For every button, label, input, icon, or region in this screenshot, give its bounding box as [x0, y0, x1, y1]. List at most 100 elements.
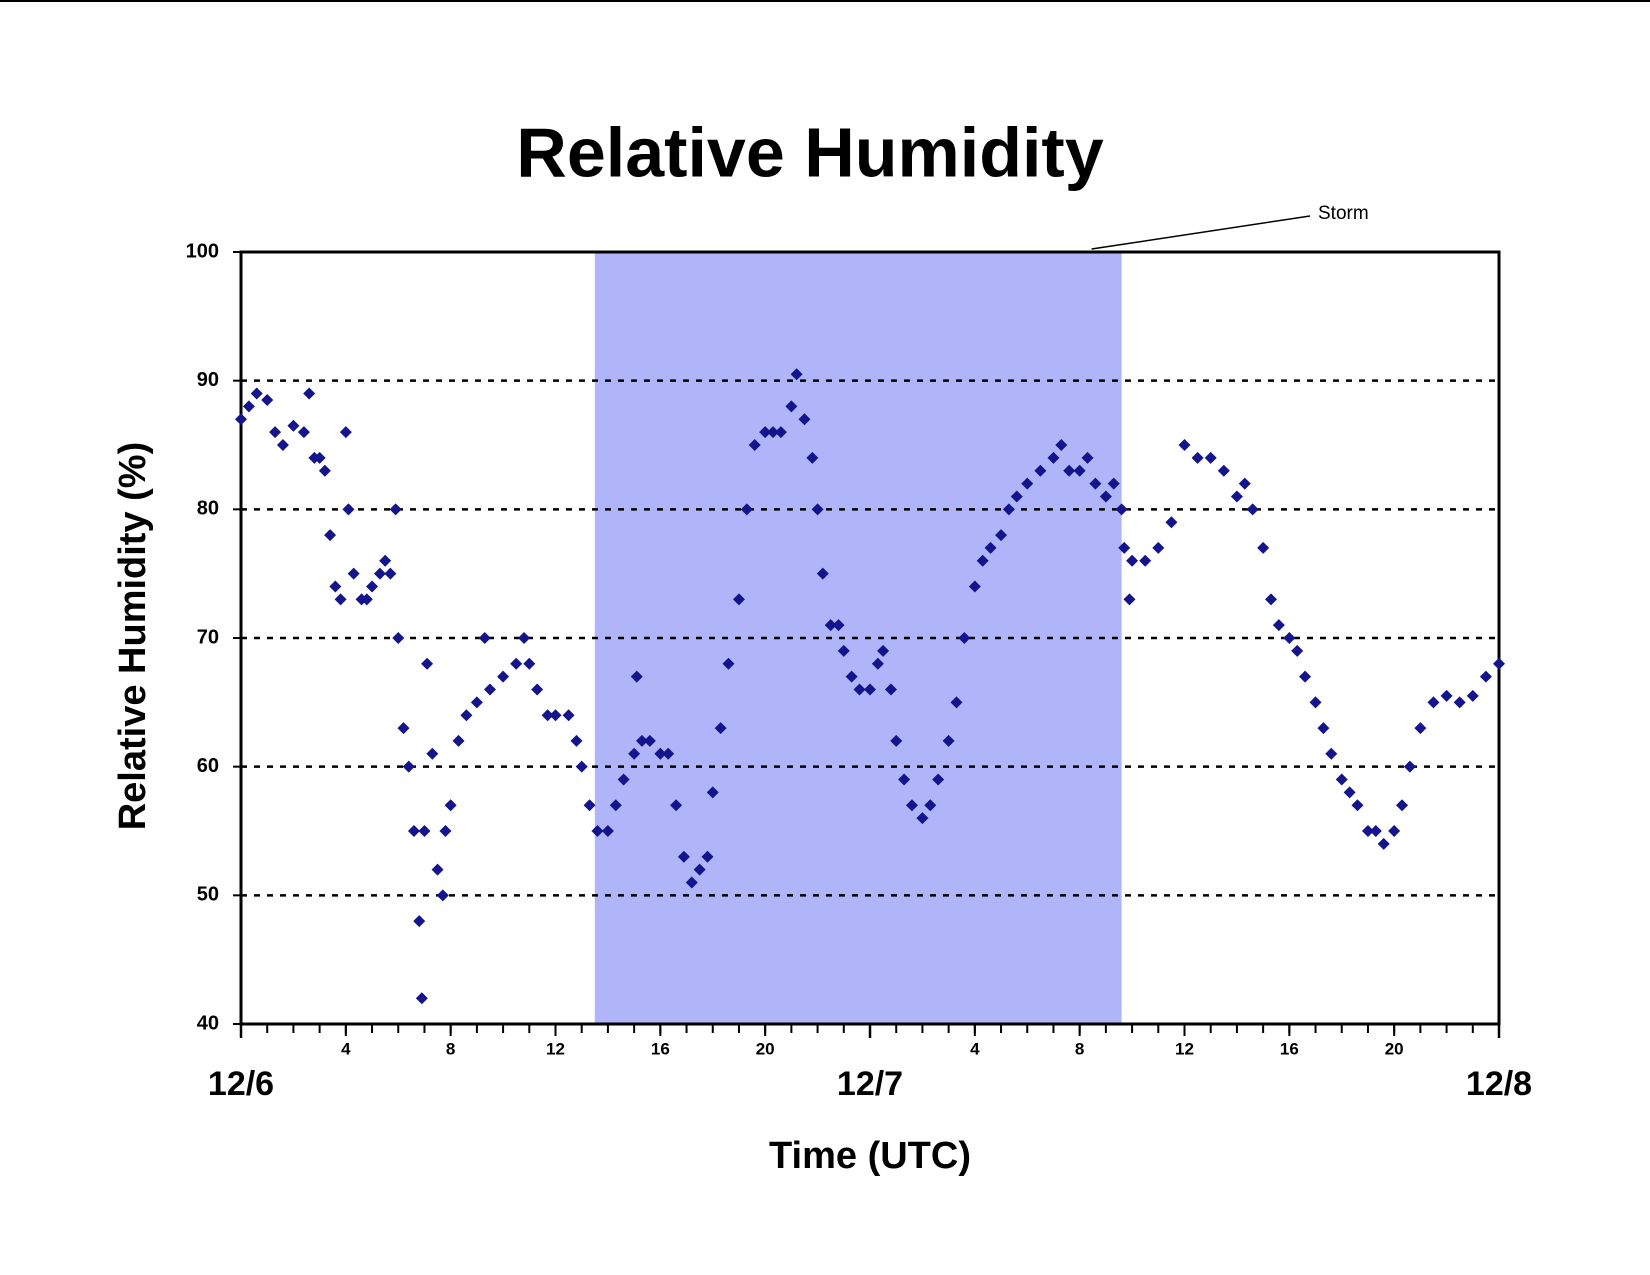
plot-frame [239, 250, 1501, 1026]
data-point [1139, 554, 1152, 567]
data-point [635, 734, 648, 747]
data-point [384, 567, 397, 580]
data-point [714, 722, 727, 735]
data-point [1440, 689, 1453, 702]
data-point [1377, 837, 1390, 850]
data-point [549, 709, 562, 722]
x-tick-label: 12 [546, 1039, 565, 1058]
y-tick-label: 70 [197, 626, 219, 648]
x-tick-label: 16 [1280, 1039, 1299, 1058]
data-point [1123, 593, 1136, 606]
data-point [261, 393, 274, 406]
data-point [1466, 689, 1479, 702]
data-point [329, 580, 342, 593]
data-point [402, 760, 415, 773]
data-point [740, 503, 753, 516]
data-point [1343, 786, 1356, 799]
data-point [864, 683, 876, 696]
data-point [845, 670, 858, 683]
data-point [1073, 464, 1086, 477]
data-point [643, 734, 656, 747]
data-point [1369, 825, 1382, 837]
data-point [510, 657, 523, 670]
data-point [269, 426, 282, 439]
data-point [824, 619, 837, 632]
data-point [628, 747, 641, 760]
data-point [497, 670, 510, 683]
data-point [575, 760, 588, 773]
data-point [950, 696, 963, 709]
data-point [1230, 490, 1243, 503]
data-point [470, 696, 483, 709]
data-point [1351, 799, 1364, 812]
data-point [630, 670, 643, 683]
data-point [871, 657, 884, 670]
data-point [1272, 619, 1285, 632]
data-point [1335, 773, 1348, 786]
data-point [1126, 554, 1139, 567]
data-point [242, 400, 255, 413]
data-point [1246, 503, 1259, 516]
data-point [924, 799, 937, 812]
data-point [732, 593, 745, 606]
data-point [287, 419, 300, 432]
data-point [397, 722, 410, 735]
y-tick-label: 80 [197, 498, 219, 520]
data-point [790, 368, 803, 381]
data-point [478, 632, 491, 644]
data-point [250, 387, 263, 400]
data-point [1089, 477, 1102, 490]
data-point [1309, 696, 1322, 709]
data-point [877, 644, 890, 657]
data-point [1107, 477, 1120, 490]
data-point [1396, 799, 1409, 812]
data-point [1291, 644, 1304, 657]
data-point [942, 734, 955, 747]
data-point [318, 464, 331, 477]
data-point [407, 825, 420, 837]
data-point [806, 451, 819, 464]
data-point [1034, 464, 1047, 477]
data-point [601, 825, 614, 837]
data-point [562, 709, 575, 722]
data-point [339, 426, 352, 439]
data-point [1118, 541, 1131, 554]
data-point [785, 400, 798, 413]
storm-region [594, 252, 1122, 1024]
data-point [1325, 747, 1338, 760]
data-point [1099, 490, 1112, 503]
x-tick-label: 4 [341, 1039, 351, 1058]
data-point [685, 876, 698, 889]
data-point [334, 593, 347, 606]
data-point [890, 734, 903, 747]
x-axis-label: Time (UTC) [769, 1135, 971, 1177]
data-point [347, 567, 360, 580]
data-point [1047, 451, 1060, 464]
data-point [1453, 696, 1466, 709]
x-tick-label: 8 [446, 1039, 455, 1058]
data-point [759, 426, 772, 439]
data-point [1010, 490, 1023, 503]
data-point [1427, 696, 1440, 709]
data-point [1264, 593, 1277, 606]
data-point [662, 747, 675, 760]
data-point [413, 915, 426, 928]
data-point [932, 773, 945, 786]
data-point [995, 529, 1008, 542]
storm-label: Storm [1318, 203, 1369, 224]
data-point [898, 773, 911, 786]
x-tick-label: 16 [651, 1039, 670, 1058]
data-point [297, 426, 310, 439]
data-point [811, 503, 824, 516]
data-point [591, 825, 604, 837]
data-point [541, 709, 554, 722]
data-point [884, 683, 897, 696]
data-point [439, 825, 452, 837]
data-point [1115, 503, 1128, 516]
data-point [418, 825, 431, 837]
data-point [531, 683, 544, 696]
data-point [767, 426, 780, 439]
x-tick-label: 8 [1075, 1039, 1084, 1058]
